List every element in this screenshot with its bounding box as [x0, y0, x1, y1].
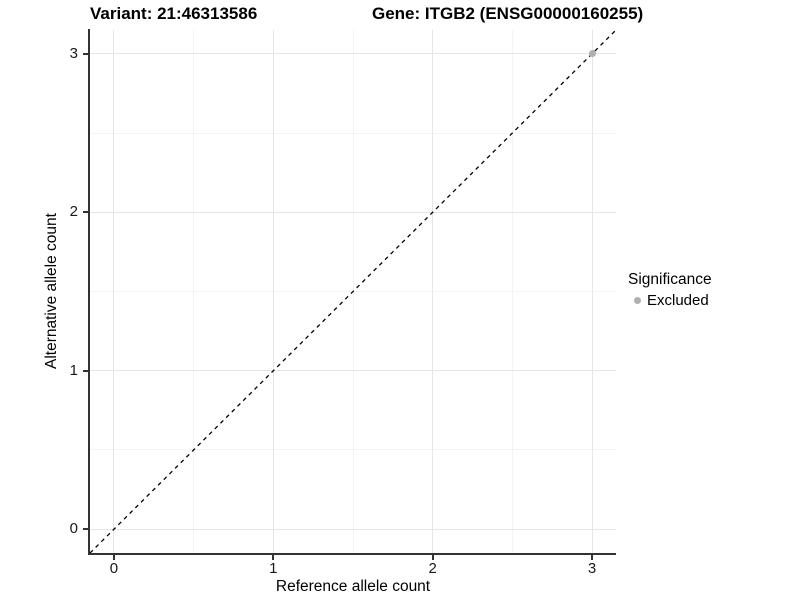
y-tick-label: 0 — [69, 520, 78, 538]
y-tick-label: 2 — [69, 203, 78, 221]
y-axis-line — [88, 29, 90, 555]
x-tick-mark — [431, 555, 434, 560]
x-tick-mark — [272, 555, 275, 560]
plot-title-gene: Gene: ITGB2 (ENSG00000160255) — [372, 4, 644, 23]
y-tick-mark — [83, 52, 88, 55]
major-gridline-x — [272, 30, 274, 553]
x-tick-mark — [591, 555, 594, 560]
data-point-excluded — [588, 50, 596, 58]
plot-panel — [89, 29, 617, 554]
y-tick-mark — [83, 211, 88, 214]
y-axis-title: Alternative allele count — [43, 213, 60, 369]
identity-line — [89, 29, 617, 554]
minor-gridline-y — [90, 449, 616, 451]
x-axis-line — [88, 553, 616, 555]
major-gridline-y — [90, 53, 616, 55]
major-gridline-x — [113, 30, 115, 553]
legend-title: Significance — [628, 271, 712, 288]
legend-entry: Excluded — [628, 292, 712, 309]
major-gridline-x — [591, 30, 593, 553]
y-tick-mark — [83, 528, 88, 531]
y-tick-label: 1 — [69, 361, 78, 379]
major-gridline-y — [90, 211, 616, 213]
x-tick-mark — [112, 555, 115, 560]
legend-entry-label: Excluded — [647, 292, 709, 309]
minor-gridline-y — [90, 132, 616, 134]
legend-point-icon — [634, 297, 641, 304]
legend: Significance Excluded — [628, 271, 712, 309]
x-axis-title: Reference allele count — [275, 578, 431, 595]
plot-title-variant: Variant: 21:46313586 — [90, 4, 258, 23]
x-tick-label: 3 — [587, 560, 597, 577]
x-tick-label: 1 — [269, 560, 278, 577]
major-gridline-y — [90, 370, 616, 372]
y-tick-mark — [83, 369, 88, 372]
y-tick-label: 3 — [69, 44, 78, 62]
legend-entries: Excluded — [628, 292, 712, 309]
major-gridline-x — [432, 30, 434, 553]
x-tick-label: 0 — [109, 560, 119, 577]
major-gridline-y — [90, 528, 616, 530]
x-tick-label: 2 — [428, 560, 437, 577]
